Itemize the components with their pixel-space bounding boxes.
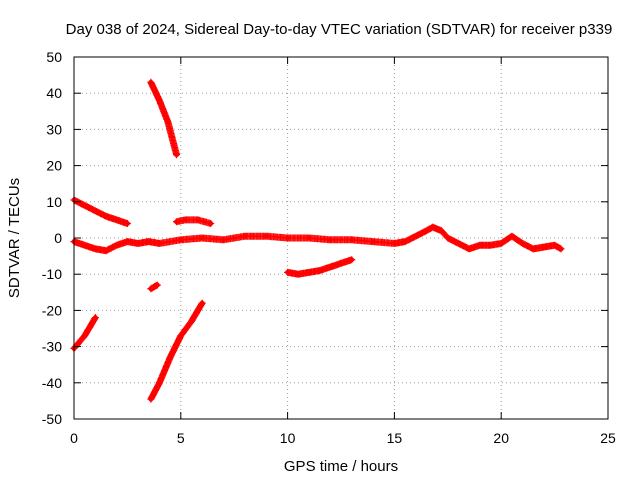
data-point <box>156 97 162 103</box>
y-tick-label: -40 <box>42 375 62 391</box>
x-tick-label: 15 <box>387 430 403 446</box>
data-point <box>317 268 323 274</box>
data-point <box>124 239 130 245</box>
y-tick-label: -20 <box>42 302 62 318</box>
data-point <box>103 248 109 254</box>
data-point <box>103 213 109 219</box>
x-tick-label: 20 <box>493 430 509 446</box>
y-tick-label: 0 <box>54 230 62 246</box>
data-point <box>285 235 291 241</box>
data-point <box>530 246 536 252</box>
data-point <box>178 237 184 243</box>
data-point <box>306 269 312 275</box>
data-point <box>199 300 205 306</box>
data-point <box>92 315 98 321</box>
data-point <box>82 242 88 248</box>
data-point <box>156 240 162 246</box>
data-point <box>445 235 451 241</box>
y-tick-label: 40 <box>46 85 62 101</box>
data-point <box>148 396 154 402</box>
data-point <box>552 242 558 248</box>
data-point <box>148 286 154 292</box>
x-tick-label: 10 <box>280 430 296 446</box>
y-tick-label: 50 <box>46 49 62 65</box>
series-negative-rise <box>284 256 356 278</box>
data-point <box>114 217 120 223</box>
data-point <box>188 318 194 324</box>
data-point <box>338 260 344 266</box>
chart-title: Day 038 of 2024, Sidereal Day-to-day VTE… <box>66 21 613 38</box>
series-small-arc <box>173 216 215 227</box>
data-point <box>520 240 526 246</box>
data-point <box>146 239 152 245</box>
y-tick-label: 10 <box>46 194 62 210</box>
series-short-segment <box>147 281 161 293</box>
data-point <box>92 246 98 252</box>
data-point <box>92 208 98 214</box>
series-early-decline <box>70 196 131 227</box>
x-tick-label: 25 <box>600 430 616 446</box>
x-tick-label: 0 <box>70 430 78 446</box>
data-point <box>430 224 436 230</box>
data-point <box>221 237 227 243</box>
y-tick-label: -10 <box>42 266 62 282</box>
data-point <box>124 221 130 227</box>
data-point <box>174 152 180 158</box>
data-point <box>295 271 301 277</box>
data-point <box>509 233 515 239</box>
y-axis-label: SDTVAR / TECUs <box>6 178 23 298</box>
data-point <box>167 354 173 360</box>
series-steep-rise <box>147 299 206 403</box>
y-tick-label: 30 <box>46 121 62 137</box>
data-point <box>327 264 333 270</box>
data-point <box>208 221 214 227</box>
data-point <box>438 228 444 234</box>
data-point <box>370 239 376 245</box>
data-point <box>349 257 355 263</box>
data-point <box>154 282 160 288</box>
data-point <box>558 246 564 252</box>
data-point <box>306 235 312 241</box>
x-tick-label: 5 <box>177 430 185 446</box>
data-series <box>70 78 565 403</box>
data-point <box>488 242 494 248</box>
data-point <box>114 242 120 248</box>
data-point <box>242 233 248 239</box>
data-point <box>498 240 504 246</box>
x-axis-label: GPS time / hours <box>284 458 398 475</box>
data-point <box>135 240 141 246</box>
data-point <box>466 246 472 252</box>
y-tick-label: -30 <box>42 339 62 355</box>
data-point <box>82 333 88 339</box>
data-point <box>182 217 188 223</box>
data-point <box>174 219 180 225</box>
data-point <box>391 240 397 246</box>
data-point <box>156 380 162 386</box>
data-point <box>82 202 88 208</box>
data-point <box>178 333 184 339</box>
data-point <box>477 242 483 248</box>
data-point <box>199 235 205 241</box>
data-point <box>327 237 333 243</box>
data-point <box>285 269 291 275</box>
data-point <box>148 79 154 85</box>
data-point <box>195 217 201 223</box>
data-point <box>165 119 171 125</box>
axis-ticks: 0 5 10 15 20 25 -50 -40 -30 -20 -10 0 10 20 30 40 50 <box>42 49 616 446</box>
y-tick-label: 20 <box>46 158 62 174</box>
data-point <box>423 228 429 234</box>
data-point <box>349 237 355 243</box>
data-point <box>413 233 419 239</box>
data-point <box>541 244 547 250</box>
series-main-band <box>70 223 565 255</box>
y-tick-label: -50 <box>42 411 62 427</box>
data-point <box>455 240 461 246</box>
data-point <box>263 233 269 239</box>
series-steep-decline <box>147 78 180 159</box>
data-point <box>402 239 408 245</box>
